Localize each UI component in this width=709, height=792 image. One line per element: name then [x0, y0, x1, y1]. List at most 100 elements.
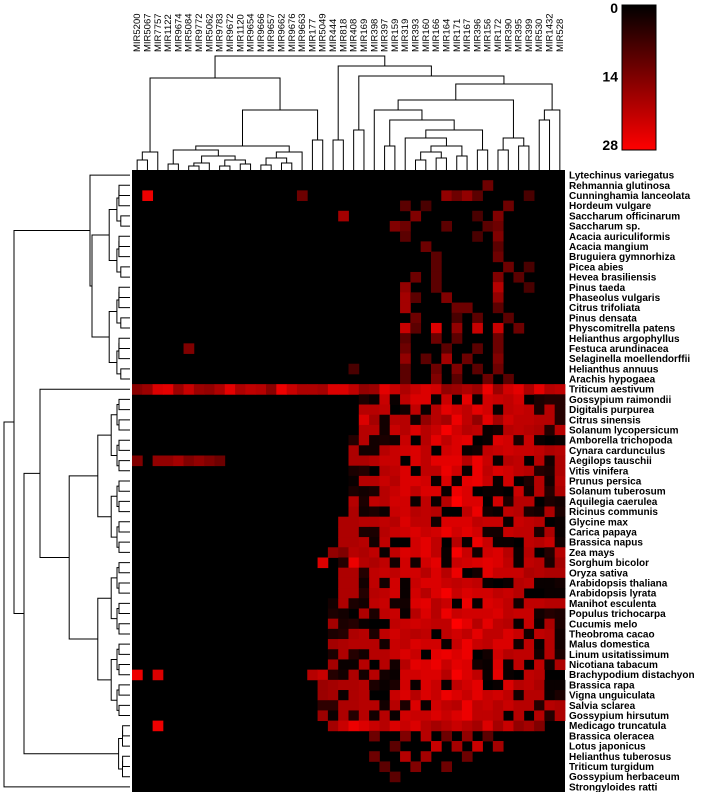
heatmap-cell — [492, 241, 504, 252]
heatmap-cell — [461, 588, 473, 599]
heatmap-cell — [348, 710, 360, 722]
heatmap-cell — [152, 455, 164, 467]
column-label: MIR399 — [524, 19, 535, 52]
heatmap-cell — [523, 526, 535, 538]
heatmap-cell — [389, 496, 401, 507]
heatmap-cell — [389, 435, 401, 446]
heatmap-cell — [379, 628, 391, 640]
dendrogram-branch — [122, 760, 130, 778]
heatmap-cell — [482, 710, 494, 722]
heatmap-cell — [420, 577, 432, 589]
heatmap-cell — [441, 445, 452, 456]
heatmap-cell — [492, 404, 504, 416]
heatmap-cell — [503, 547, 514, 558]
heatmap-cell — [461, 547, 473, 558]
dendrogram-branch — [122, 730, 130, 747]
heatmap-cell — [420, 353, 432, 365]
heatmap-cell — [441, 190, 452, 201]
heatmap-cell — [472, 700, 483, 711]
heatmap-cell — [482, 445, 494, 456]
heatmap-cell — [389, 486, 401, 497]
row-label: Festuca arundinacea — [569, 344, 669, 355]
heatmap-cell — [513, 567, 525, 579]
dendrogram-branch — [118, 460, 130, 472]
heatmap-cell — [358, 598, 370, 609]
row-label: Sorghum bicolor — [569, 558, 649, 569]
heatmap-cell — [544, 567, 556, 579]
heatmap-cell — [441, 557, 452, 569]
dendrogram-branch — [118, 184, 130, 196]
heatmap-cell — [544, 639, 556, 650]
heatmap-cell — [410, 384, 422, 395]
heatmap-cell — [389, 414, 401, 426]
heatmap-cell — [379, 700, 391, 711]
heatmap-cell — [472, 618, 483, 630]
row-label: Picea abies — [569, 262, 624, 273]
heatmap-cell — [472, 424, 483, 436]
heatmap-cell — [327, 608, 339, 620]
heatmap-cell — [410, 608, 422, 620]
heatmap-cell — [534, 639, 545, 650]
heatmap-cell — [534, 424, 545, 436]
heatmap-cell — [451, 475, 463, 487]
dendrogram-branch — [68, 475, 98, 640]
heatmap-cell — [513, 598, 525, 609]
heatmap-cell — [400, 506, 411, 518]
row-label: Citrus trifoliata — [569, 303, 641, 314]
heatmap-cell — [554, 455, 566, 467]
heatmap-cell — [369, 496, 380, 507]
heatmap-cell — [420, 414, 432, 426]
heatmap-cell — [369, 486, 380, 497]
heatmap-cell — [451, 669, 463, 681]
heatmap-cell — [503, 598, 514, 609]
heatmap-cell — [451, 516, 463, 528]
heatmap-cell — [492, 679, 504, 691]
heatmap-cell — [430, 679, 442, 691]
heatmap-cell — [276, 384, 288, 395]
row-label: Triticum turgidum — [569, 762, 654, 773]
dendrogram-branch — [118, 684, 130, 696]
heatmap-cell — [358, 384, 370, 395]
heatmap-cell — [472, 741, 483, 752]
heatmap-cell — [451, 577, 463, 589]
dendrogram-branch — [118, 602, 130, 615]
heatmap-cell — [400, 424, 411, 436]
column-label: MIR156 — [483, 19, 494, 52]
heatmap-cell — [410, 588, 422, 599]
heatmap-cell — [461, 445, 473, 456]
heatmap-cell — [327, 628, 339, 640]
heatmap-cell — [338, 720, 349, 732]
heatmap-cell — [534, 577, 545, 589]
row-label: Medicago truncatula — [569, 721, 667, 732]
heatmap-cell — [420, 486, 432, 497]
heatmap-cell — [420, 557, 432, 569]
heatmap-cell — [400, 200, 411, 212]
heatmap-cell — [534, 690, 545, 701]
heatmap-cell — [389, 639, 401, 650]
heatmap-cell — [492, 282, 504, 293]
heatmap-cell — [245, 384, 257, 395]
heatmap-cell — [389, 659, 401, 671]
heatmap-cell — [554, 577, 566, 589]
heatmap-cell — [482, 465, 494, 477]
heatmap-cell — [544, 424, 556, 436]
heatmap-cell — [441, 292, 452, 303]
heatmap-cell — [523, 690, 535, 701]
heatmap-cell — [327, 659, 339, 671]
heatmap-cell — [513, 322, 525, 334]
heatmap-cell — [430, 363, 442, 375]
heatmap-cell — [420, 690, 432, 701]
heatmap-cell — [503, 649, 514, 660]
heatmap-cell — [492, 741, 504, 752]
heatmap-cell — [461, 608, 473, 620]
heatmap-cell — [492, 220, 504, 232]
heatmap-cell — [492, 496, 504, 507]
heatmap-cell — [338, 649, 349, 660]
dendrogram-branch — [476, 149, 489, 170]
heatmap-cell — [307, 384, 318, 395]
dendrogram-branch — [110, 658, 117, 701]
heatmap-cell — [400, 679, 411, 691]
row-label: Hordeum vulgare — [569, 201, 652, 212]
heatmap-cell — [513, 486, 525, 497]
